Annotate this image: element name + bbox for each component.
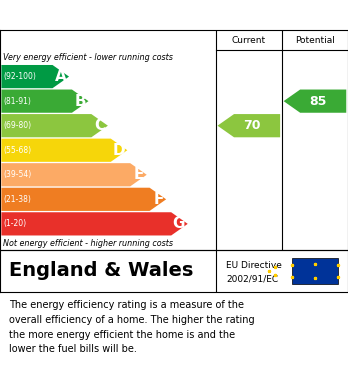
Polygon shape (1, 212, 188, 235)
Text: A: A (55, 69, 66, 84)
Polygon shape (284, 90, 346, 113)
Text: Current: Current (232, 36, 266, 45)
Polygon shape (1, 90, 88, 113)
Text: (92-100): (92-100) (3, 72, 36, 81)
Text: England & Wales: England & Wales (9, 262, 193, 280)
Polygon shape (1, 65, 69, 88)
Text: E: E (134, 167, 144, 182)
Polygon shape (1, 188, 166, 211)
Text: Energy Efficiency Rating: Energy Efficiency Rating (9, 7, 219, 23)
Text: Very energy efficient - lower running costs: Very energy efficient - lower running co… (3, 53, 173, 62)
FancyBboxPatch shape (292, 258, 338, 284)
Text: Not energy efficient - higher running costs: Not energy efficient - higher running co… (3, 239, 173, 248)
Polygon shape (218, 114, 280, 137)
Text: (1-20): (1-20) (3, 219, 26, 228)
Text: (55-68): (55-68) (3, 146, 32, 155)
Text: D: D (112, 143, 125, 158)
Text: The energy efficiency rating is a measure of the
overall efficiency of a home. T: The energy efficiency rating is a measur… (9, 300, 254, 354)
Text: 85: 85 (310, 95, 327, 108)
Text: 2002/91/EC: 2002/91/EC (226, 274, 278, 283)
Text: (69-80): (69-80) (3, 121, 32, 130)
Text: C: C (94, 118, 105, 133)
Text: Potential: Potential (295, 36, 335, 45)
Polygon shape (1, 139, 127, 162)
Text: F: F (153, 192, 164, 207)
Text: (81-91): (81-91) (3, 97, 31, 106)
Text: G: G (173, 216, 185, 231)
Polygon shape (1, 163, 147, 187)
Text: B: B (74, 93, 86, 109)
Polygon shape (1, 114, 108, 137)
Text: (21-38): (21-38) (3, 195, 31, 204)
Text: EU Directive: EU Directive (226, 262, 282, 271)
Text: 70: 70 (244, 119, 261, 132)
Text: (39-54): (39-54) (3, 170, 32, 179)
